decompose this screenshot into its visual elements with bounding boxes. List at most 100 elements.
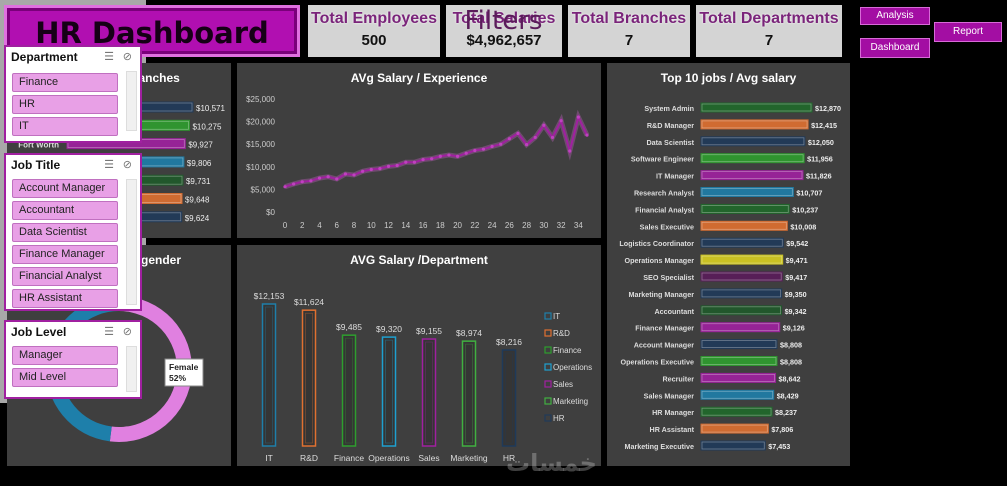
bar — [700, 339, 778, 350]
kpi-total-branches: Total Branches 7 — [568, 5, 690, 57]
label-background — [164, 358, 204, 387]
bar-highlight — [701, 424, 768, 433]
data-point — [309, 179, 313, 183]
analysis-button[interactable]: Analysis — [860, 7, 930, 25]
data-point — [447, 153, 451, 157]
data-point — [412, 160, 417, 164]
bar — [700, 237, 784, 248]
slicer-scrollbar[interactable] — [126, 179, 137, 305]
clear-filter-icon[interactable]: ⊘ — [122, 326, 132, 338]
data-label: $12,870 — [815, 104, 841, 113]
data-point — [378, 167, 382, 171]
data-point — [395, 163, 399, 168]
slicer-scrollbar[interactable] — [126, 346, 137, 392]
slicer-item[interactable]: Data Scientist — [12, 223, 118, 242]
bar-highlight — [701, 188, 793, 196]
bar — [700, 170, 804, 181]
legend-label: Operations — [553, 363, 592, 372]
slicer-item[interactable]: Manager — [12, 346, 118, 365]
bar-highlight — [701, 171, 803, 179]
data-point — [559, 119, 563, 123]
bar-highlight — [701, 340, 777, 349]
bar-inner-line — [345, 337, 353, 444]
data-label: $8,237 — [775, 408, 797, 417]
category-label: Operations — [368, 453, 410, 463]
slicer-scrollbar[interactable] — [126, 71, 137, 131]
y-tick-label: $10,000 — [246, 163, 275, 172]
data-point — [455, 154, 460, 159]
job-level-slicer: Job Level ☰ ⊘ Manager Mid Level — [4, 320, 142, 399]
data-point — [533, 135, 537, 140]
slicer-item[interactable]: HR Assistant — [12, 289, 118, 308]
data-point — [525, 143, 529, 147]
data-label: $7,453 — [768, 442, 790, 451]
data-label: $10,237 — [792, 205, 818, 214]
bar-inner-line — [265, 306, 273, 444]
data-point — [550, 135, 555, 140]
job-title-slicer: Job Title ☰ ⊘ Account Manager Accountant… — [4, 153, 142, 311]
legend-swatch — [544, 397, 552, 405]
category-label: Fort Worth — [18, 141, 59, 150]
data-point — [361, 169, 365, 173]
bar-inner-line — [465, 343, 473, 444]
top-jobs-panel: Top 10 jobs / Avg salary System Admin $12… — [607, 63, 850, 466]
multi-select-icon[interactable]: ☰ — [104, 159, 114, 171]
data-point — [292, 182, 296, 186]
slicer-item[interactable]: IT — [12, 117, 118, 136]
slicer-item[interactable]: Financial Analyst — [12, 267, 118, 286]
data-point — [481, 147, 486, 151]
data-label: $9,471 — [786, 256, 808, 265]
category-label: Operations Manager — [625, 256, 695, 265]
bar-highlight — [701, 390, 774, 399]
category-label: Financial Analyst — [635, 205, 694, 214]
slicer-item[interactable]: HR — [12, 95, 118, 114]
multi-select-icon[interactable]: ☰ — [104, 326, 114, 338]
y-tick-label: $20,000 — [246, 118, 275, 127]
kpi-total-departments: Total Departments 7 — [696, 5, 842, 57]
data-point — [507, 137, 511, 141]
category-label: Finance — [334, 453, 365, 463]
legend-label: Marketing — [553, 397, 588, 406]
legend-label: HR — [553, 414, 565, 423]
slicer-item[interactable]: Finance Manager — [12, 245, 118, 264]
legend-swatch — [544, 329, 552, 337]
bar — [700, 271, 783, 282]
dashboard-title: HR Dashboard — [35, 16, 269, 50]
data-point — [576, 115, 580, 119]
bar — [700, 406, 773, 417]
clear-filter-icon[interactable]: ⊘ — [122, 159, 132, 171]
data-point — [335, 177, 339, 181]
report-button[interactable]: Report — [934, 22, 1002, 42]
bar — [700, 187, 794, 197]
data-point — [421, 157, 425, 162]
data-label: $8,429 — [777, 391, 799, 400]
top-jobs-chart: System Admin $12,870 R&D Manager $12,415 Dat… — [619, 102, 841, 451]
legend-swatch — [544, 414, 552, 422]
filters-title: Filters — [464, 6, 543, 36]
legend-swatch — [544, 312, 552, 320]
slicer-item[interactable]: Mid Level — [12, 368, 118, 387]
bar — [700, 356, 778, 366]
y-tick-label: $0 — [266, 208, 275, 217]
data-point — [352, 173, 356, 177]
multi-select-icon[interactable]: ☰ — [104, 51, 114, 63]
data-label: $11,624 — [294, 297, 324, 307]
bar — [421, 338, 437, 447]
dashboard-button[interactable]: Dashboard — [860, 38, 930, 58]
clear-filter-icon[interactable]: ⊘ — [122, 51, 132, 63]
data-label: $10,571 — [196, 104, 225, 113]
kpi-label: Total Salaries — [452, 10, 556, 27]
bar-highlight — [701, 272, 782, 281]
slicer-item[interactable]: Finance — [12, 73, 118, 92]
data-label: $8,642 — [779, 374, 801, 383]
pie-slice — [109, 296, 192, 442]
department-slicer: Department ☰ ⊘ Finance HR IT — [4, 45, 142, 143]
legend-label: Sales — [553, 380, 573, 389]
x-tick-label: 8 — [352, 221, 357, 230]
data-point — [516, 131, 520, 135]
category-label: HR — [503, 453, 515, 463]
chart-title: AVG Salary /Department — [350, 253, 488, 267]
slicer-item[interactable]: Accountant — [12, 201, 118, 220]
bar-inner-line — [505, 352, 513, 444]
slicer-item[interactable]: Account Manager — [12, 179, 118, 198]
